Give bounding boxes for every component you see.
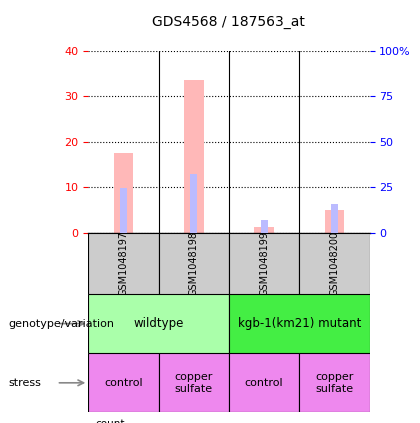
FancyBboxPatch shape [88, 294, 229, 353]
Bar [190, 173, 197, 233]
FancyBboxPatch shape [229, 233, 299, 294]
FancyBboxPatch shape [159, 353, 229, 412]
Bar [254, 227, 274, 233]
FancyBboxPatch shape [88, 233, 159, 294]
Bar [113, 153, 133, 233]
Text: wildtype: wildtype [134, 317, 184, 330]
Bar [325, 210, 344, 233]
Text: GSM1048199: GSM1048199 [259, 231, 269, 296]
Text: stress: stress [8, 378, 41, 388]
Bar [331, 204, 338, 233]
Text: copper
sulfate: copper sulfate [315, 372, 354, 394]
FancyBboxPatch shape [88, 353, 159, 412]
Bar [120, 188, 127, 233]
Text: copper
sulfate: copper sulfate [175, 372, 213, 394]
FancyBboxPatch shape [229, 294, 370, 353]
Text: genotype/variation: genotype/variation [8, 319, 114, 329]
Bar [260, 220, 268, 233]
Text: GSM1048198: GSM1048198 [189, 231, 199, 296]
FancyBboxPatch shape [299, 233, 370, 294]
FancyBboxPatch shape [159, 233, 229, 294]
FancyBboxPatch shape [229, 353, 299, 412]
Text: count: count [96, 419, 125, 423]
Text: GSM1048197: GSM1048197 [118, 231, 129, 296]
Text: GSM1048200: GSM1048200 [329, 231, 339, 296]
Text: kgb-1(km21) mutant: kgb-1(km21) mutant [238, 317, 361, 330]
FancyBboxPatch shape [299, 353, 370, 412]
Text: control: control [245, 378, 284, 388]
Text: control: control [104, 378, 143, 388]
Text: GDS4568 / 187563_at: GDS4568 / 187563_at [152, 15, 305, 29]
Bar [184, 80, 204, 233]
